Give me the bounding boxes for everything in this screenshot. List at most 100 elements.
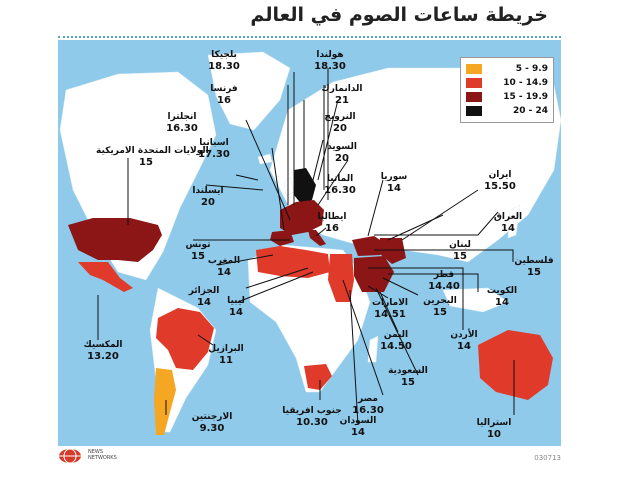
label-libya: ليبيا 14 <box>208 296 264 318</box>
fasting-hours: 14 <box>387 183 401 194</box>
fasting-hours: 14 <box>495 297 509 308</box>
label-algeria: الجزائر 14 <box>176 286 232 308</box>
footer: NEWS NETWORKS 030713 <box>58 448 561 468</box>
fasting-hours: 15.50 <box>484 181 516 192</box>
fasting-hours: 16.30 <box>166 123 198 134</box>
country-name: النرويج <box>324 112 356 122</box>
country-name: المانيا <box>326 174 354 184</box>
fasting-hours: 15 <box>453 251 467 262</box>
country-brazil <box>156 308 214 370</box>
fasting-hours: 17.30 <box>198 149 230 160</box>
country-usa <box>68 218 162 262</box>
country-name: اليمن <box>383 330 409 340</box>
country-name: السويد <box>327 142 357 152</box>
country-name: البحرين <box>423 296 457 306</box>
label-sudan: السودان 14 <box>330 416 386 438</box>
country-name: الكويت <box>486 286 518 296</box>
label-norway: النرويج 20 <box>312 112 368 134</box>
legend-item: 20 - 24 <box>466 105 550 117</box>
fasting-hours: 14.40 <box>428 281 460 292</box>
country-name: الولايات المتحدة الامريكية <box>96 146 209 156</box>
label-england: انجلترا 16.30 <box>154 112 210 134</box>
land-japan <box>507 204 521 239</box>
country-name: فلسطين <box>514 256 554 266</box>
country-name: السعودية <box>388 366 428 376</box>
legend-label: 20 - 24 <box>512 106 548 116</box>
fasting-hours: 15 <box>139 157 153 168</box>
country-scandinavia <box>294 168 316 205</box>
label-iceland: ايسلندا 20 <box>180 186 236 208</box>
fasting-hours: 14 <box>197 297 211 308</box>
country-name: الارجنتين <box>191 412 233 422</box>
country-name: قطر <box>433 270 455 280</box>
country-name: السودان <box>339 416 377 426</box>
legend-label: 10 - 14.9 <box>503 78 548 88</box>
label-bahrain: البحرين 15 <box>412 296 468 318</box>
map-title: خريطة ساعات الصوم في العالم <box>250 4 548 26</box>
label-egypt: مصر 16.30 <box>340 394 396 416</box>
country-italy <box>308 230 326 246</box>
country-spain <box>270 230 294 246</box>
country-name: هولندا <box>316 50 344 60</box>
label-yemen: اليمن 14.50 <box>368 330 424 352</box>
label-syria: سوريا 14 <box>366 172 422 194</box>
country-name: البرازيل <box>208 344 244 354</box>
label-spain: اسبانيا 17.30 <box>186 138 242 160</box>
label-iran: ايران 15.50 <box>472 170 528 192</box>
country-western-europe <box>280 200 324 235</box>
fasting-hours: 15 <box>433 307 447 318</box>
label-netherlands: هولندا 18.30 <box>302 50 358 72</box>
label-usa: الولايات المتحدة الامريكية 15 <box>96 146 209 168</box>
land-iceland <box>257 153 273 165</box>
country-name: المغرب <box>207 256 241 266</box>
fasting-hours: 14 <box>501 223 515 234</box>
label-tunisia: تونس 15 <box>170 240 226 262</box>
fasting-hours: 16 <box>325 223 339 234</box>
fasting-hours: 11 <box>219 355 233 366</box>
country-name: ايطاليا <box>317 212 347 222</box>
country-arabia <box>354 256 394 292</box>
country-name: اسبانيا <box>199 138 229 148</box>
fasting-hours: 16.30 <box>324 185 356 196</box>
fasting-hours: 20 <box>335 153 349 164</box>
country-levant-iraq <box>352 236 388 256</box>
label-lebanon: لبنان 15 <box>432 240 488 262</box>
fasting-hours: 14 <box>217 267 231 278</box>
label-kuwait: الكويت 14 <box>474 286 530 308</box>
country-iran <box>380 238 406 264</box>
country-name: استراليا <box>476 418 512 428</box>
fasting-hours: 20 <box>333 123 347 134</box>
fasting-hours: 21 <box>335 95 349 106</box>
fasting-hours: 14.51 <box>374 309 406 320</box>
legend-swatch-1 <box>466 64 482 74</box>
country-name: الامارات <box>371 298 409 308</box>
globe-logo-icon <box>59 448 81 464</box>
label-saudi-arabia: السعودية 15 <box>380 366 436 388</box>
label-france: فرنسا 16 <box>196 84 252 106</box>
country-name: الدانمارك <box>321 84 363 94</box>
legend-item: 10 - 14.9 <box>466 77 550 89</box>
fasting-hours: 9.30 <box>199 423 225 434</box>
fasting-hours: 14.50 <box>380 341 412 352</box>
label-sweden: السويد 20 <box>314 142 370 164</box>
fasting-hours: 10 <box>487 429 501 440</box>
label-australia: استراليا 10 <box>466 418 522 440</box>
legend-swatch-3 <box>466 92 482 102</box>
country-name: الجزائر <box>188 286 220 296</box>
legend-item: 5 - 9.9 <box>466 63 550 75</box>
label-italy: ايطاليا 16 <box>304 212 360 234</box>
land-southeast-asia <box>442 287 509 313</box>
label-qatar: قطر 14.40 <box>416 270 472 292</box>
country-name: سوريا <box>380 172 408 182</box>
country-name: انجلترا <box>167 112 197 122</box>
title-divider <box>58 36 561 38</box>
country-name: فرنسا <box>210 84 238 94</box>
label-south-africa: جنوب افريقيا 10.30 <box>280 406 344 428</box>
map-legend: 5 - 9.9 10 - 14.9 15 - 19.9 20 - 24 <box>460 57 554 123</box>
label-morocco: المغرب 14 <box>196 256 252 278</box>
country-name: تونس <box>185 240 211 250</box>
legend-swatch-2 <box>466 78 482 88</box>
map-canvas <box>59 51 561 435</box>
country-name: المكسيك <box>83 340 123 350</box>
world-map: 5 - 9.9 10 - 14.9 15 - 19.9 20 - 24 بلجي… <box>58 40 561 446</box>
